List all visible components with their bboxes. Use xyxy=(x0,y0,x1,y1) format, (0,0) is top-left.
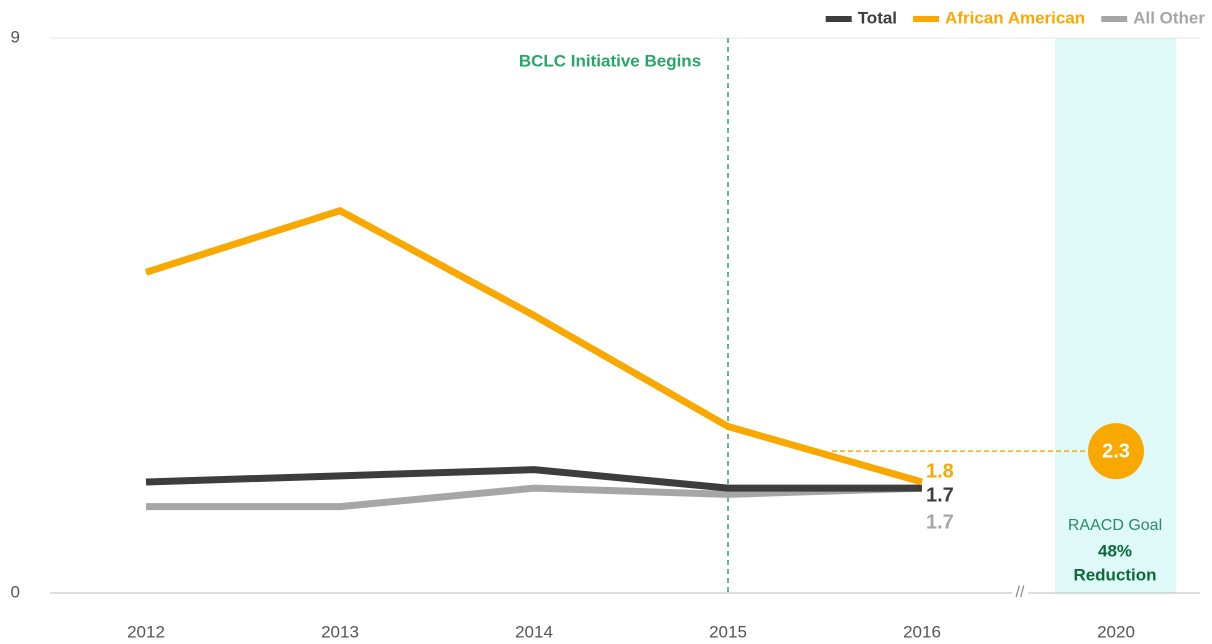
axis-break xyxy=(1012,585,1028,601)
data-label: 1.8 xyxy=(926,460,954,482)
y-tick-label: 9 xyxy=(11,27,20,46)
goal-text: Reduction xyxy=(1073,565,1156,584)
y-tick-label: 0 xyxy=(11,582,20,601)
x-tick-label: 2013 xyxy=(321,622,359,641)
axis-break-mark: // xyxy=(1016,584,1025,601)
x-tick-label: 2020 xyxy=(1097,622,1135,641)
legend-swatch xyxy=(825,16,852,22)
annotation: BCLC Initiative Begins xyxy=(519,51,701,70)
x-tick-label: 2012 xyxy=(127,622,165,641)
series-line xyxy=(144,207,923,486)
x-tick-label: 2014 xyxy=(515,622,553,641)
goal-percent: 48% xyxy=(1098,541,1132,560)
legend-swatch xyxy=(913,16,940,22)
data-label: 1.7 xyxy=(926,484,954,506)
x-tick-label: 2016 xyxy=(903,622,941,641)
legend-label: African American xyxy=(945,8,1085,27)
goal-label: RAACD Goal xyxy=(1068,517,1162,534)
goal-band xyxy=(1055,38,1176,593)
legend-label: All Other xyxy=(1133,8,1205,27)
goal-value: 2.3 xyxy=(1102,440,1130,462)
series-line xyxy=(146,484,923,511)
x-tick-label: 2015 xyxy=(709,622,747,641)
legend-label: Total xyxy=(858,8,897,27)
legend-swatch xyxy=(1101,16,1128,22)
goal-marker xyxy=(1088,423,1144,480)
data-label: 1.7 xyxy=(926,511,954,533)
series-line xyxy=(145,466,922,492)
